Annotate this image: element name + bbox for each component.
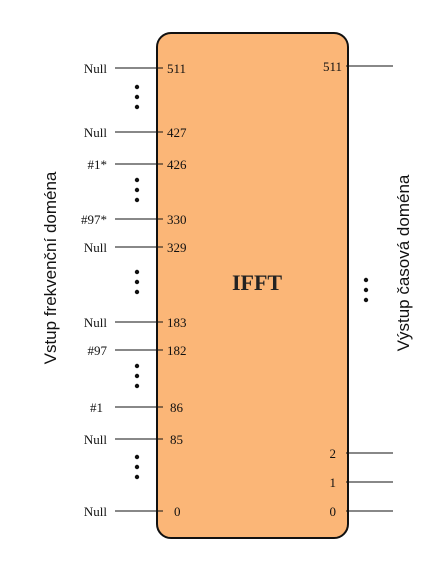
input-row-85: Null 85 — [84, 432, 183, 447]
input-index: 86 — [170, 400, 184, 415]
ellipsis-icon — [134, 84, 140, 110]
input-index: 0 — [174, 504, 181, 519]
input-index: 426 — [167, 157, 187, 172]
input-row-86: #1 86 — [90, 400, 184, 415]
ellipsis-icon — [134, 177, 140, 203]
ellipsis-icon — [134, 363, 140, 389]
output-row-0: 0 — [330, 504, 393, 519]
output-side-label: Výstup časová doména — [394, 174, 413, 351]
input-row-183: Null 183 — [84, 315, 187, 330]
input-index: 183 — [167, 315, 187, 330]
input-index: 427 — [167, 125, 187, 140]
input-label: Null — [84, 315, 108, 330]
input-label: #97* — [81, 212, 107, 227]
input-row-329: Null 329 — [84, 240, 187, 255]
input-label: #1 — [90, 400, 103, 415]
input-row-426: #1* 426 — [88, 157, 188, 172]
input-label: Null — [84, 125, 108, 140]
input-row-511: Null 511 — [84, 61, 186, 76]
output-index: 1 — [330, 475, 337, 490]
input-label: Null — [84, 61, 108, 76]
input-label: Null — [84, 432, 108, 447]
input-label: #97 — [88, 343, 108, 358]
ellipsis-icon — [134, 454, 140, 480]
output-row-2: 2 — [330, 446, 393, 461]
output-index: 511 — [323, 59, 342, 74]
ifft-block — [156, 32, 349, 539]
ellipsis-icon — [363, 277, 369, 303]
input-index: 85 — [170, 432, 183, 447]
ellipsis-icon — [134, 269, 140, 295]
output-row-511: 511 — [323, 59, 393, 74]
input-index: 330 — [167, 212, 187, 227]
input-row-0: Null 0 — [84, 504, 181, 519]
input-row-330: #97* 330 — [81, 212, 187, 227]
input-label: Null — [84, 240, 108, 255]
input-index: 329 — [167, 240, 187, 255]
ifft-title: IFFT — [232, 270, 282, 295]
output-index: 2 — [330, 446, 337, 461]
output-index: 0 — [330, 504, 337, 519]
input-index: 182 — [167, 343, 187, 358]
input-label: #1* — [88, 157, 108, 172]
output-row-1: 1 — [330, 475, 393, 490]
input-index: 511 — [167, 61, 186, 76]
input-row-182: #97 182 — [88, 343, 187, 358]
input-row-427: Null 427 — [84, 125, 187, 140]
input-side-label: Vstup frekvenční doména — [41, 171, 60, 364]
input-label: Null — [84, 504, 108, 519]
